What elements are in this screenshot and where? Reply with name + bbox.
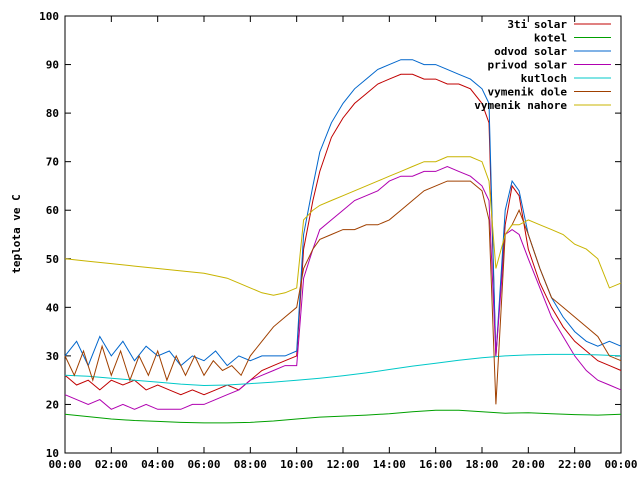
x-tick-label: 14:00	[373, 458, 406, 471]
series-line-1	[64, 409, 622, 424]
x-tick-label: 02:00	[95, 458, 128, 471]
x-tick-label: 04:00	[141, 458, 174, 471]
legend-label: vymenik nahore	[474, 99, 567, 112]
y-tick-label: 100	[39, 10, 59, 23]
x-tick-label: 00:00	[604, 458, 637, 471]
legend-label: kutloch	[521, 72, 567, 85]
series-line-6	[64, 156, 622, 296]
legend-label: privod solar	[488, 59, 568, 72]
x-tick-label: 12:00	[326, 458, 359, 471]
x-tick-label: 20:00	[512, 458, 545, 471]
x-tick-label: 06:00	[187, 458, 220, 471]
y-axis-label: teplota ve C	[10, 194, 23, 273]
y-tick-label: 40	[46, 301, 59, 314]
series-line-3	[64, 165, 622, 410]
y-tick-label: 20	[46, 398, 59, 411]
y-tick-label: 50	[46, 253, 59, 266]
y-tick-label: 60	[46, 204, 59, 217]
legend-label: odvod solar	[494, 45, 567, 58]
x-tick-label: 18:00	[465, 458, 498, 471]
y-tick-label: 90	[46, 59, 59, 72]
x-tick-label: 08:00	[234, 458, 267, 471]
legend-label: kotel	[534, 32, 567, 45]
x-tick-label: 16:00	[419, 458, 452, 471]
y-tick-label: 70	[46, 156, 59, 169]
series-line-4	[64, 353, 622, 387]
x-tick-label: 22:00	[558, 458, 591, 471]
y-tick-label: 30	[46, 350, 59, 363]
series-line-5	[64, 180, 622, 405]
legend-label: 3ti solar	[507, 18, 567, 31]
y-tick-label: 10	[46, 447, 59, 460]
series-line-0	[64, 73, 622, 396]
legend-label: vymenik dole	[488, 86, 568, 99]
y-tick-label: 80	[46, 107, 59, 120]
x-tick-label: 00:00	[48, 458, 81, 471]
axis-ticks: 10 20 30 40 50 60 70 80 90 100 00:00 02:00 04:00 06:0…	[39, 10, 637, 471]
data-series	[64, 59, 622, 424]
x-tick-label: 10:00	[280, 458, 313, 471]
series-line-2	[64, 59, 622, 367]
